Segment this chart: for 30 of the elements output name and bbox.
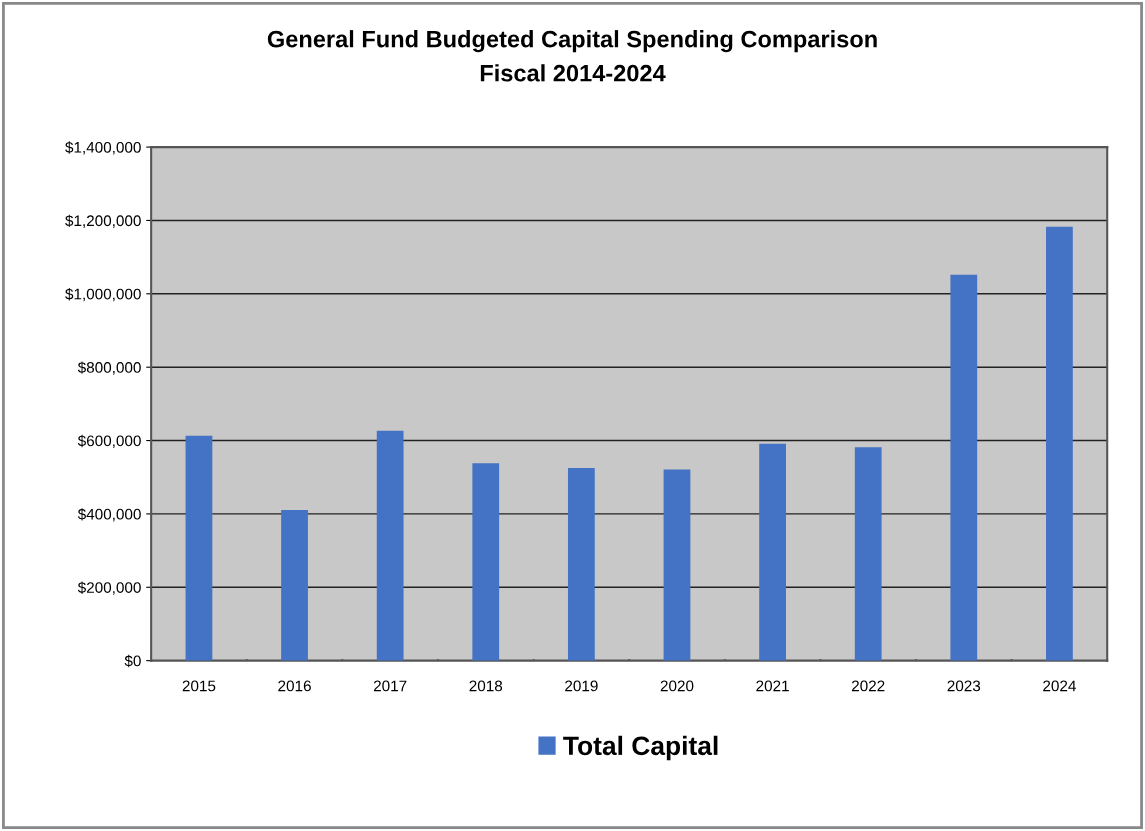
bar — [567, 468, 595, 661]
x-tick-label: 2024 — [1043, 680, 1076, 692]
x-tick-label: 2015 — [182, 680, 216, 692]
bar — [759, 443, 786, 661]
bar — [472, 463, 500, 661]
y-tick-label: $400,000 — [77, 508, 141, 522]
bar — [663, 469, 691, 661]
x-tick-label: 2018 — [469, 680, 503, 692]
x-tick-label: 2016 — [278, 680, 311, 692]
chart-title: General Fund Budgeted Capital Spending Comparison Fiscal 2014-2024 — [267, 30, 877, 82]
x-tick-label: 2023 — [947, 680, 981, 692]
x-tick-label: 2020 — [660, 680, 694, 692]
bar — [376, 430, 404, 661]
y-tick-label: $1,400,000 — [65, 141, 141, 155]
y-tick-label: $1,000,000 — [65, 288, 141, 302]
y-tick-label: $800,000 — [77, 361, 141, 375]
bar — [281, 509, 308, 661]
x-tick-label: 2019 — [565, 680, 598, 692]
bar — [185, 435, 213, 661]
x-tick-label: 2021 — [756, 680, 789, 692]
bar — [1046, 226, 1073, 661]
y-tick-label: $1,200,000 — [65, 214, 141, 228]
x-tick-label: 2017 — [373, 680, 407, 692]
y-tick-label: $600,000 — [77, 434, 141, 449]
x-tick-label: 2022 — [851, 680, 885, 692]
y-tick-label: $200,000 — [77, 581, 141, 595]
bar — [950, 274, 978, 661]
y-tick-label: $0 — [124, 654, 141, 668]
legend-label: Total Capital — [563, 735, 718, 761]
bar — [854, 447, 882, 661]
